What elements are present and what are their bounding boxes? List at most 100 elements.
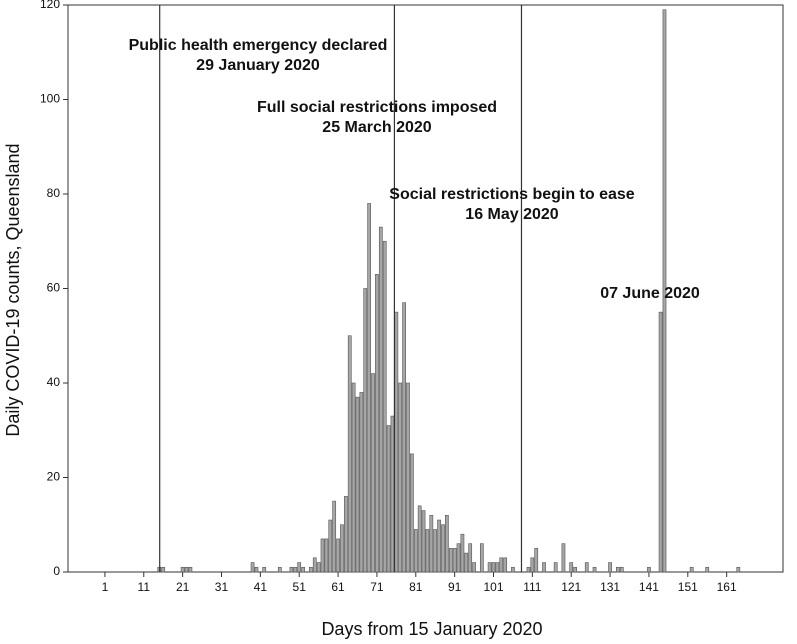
bar: [309, 566, 313, 573]
bar: [359, 392, 364, 573]
y-tick-label: 20: [47, 470, 61, 484]
bar: [569, 562, 574, 573]
x-tick-label: 111: [523, 580, 542, 594]
bar: [584, 562, 589, 573]
bar: [262, 566, 267, 573]
bar: [530, 557, 535, 573]
bar: [705, 566, 710, 573]
bar: [324, 538, 329, 573]
y-tick-label: 60: [47, 281, 61, 295]
bar: [429, 514, 434, 573]
bar: [526, 566, 531, 573]
y-tick-label: 100: [40, 92, 60, 106]
x-tick-label: 51: [293, 580, 307, 594]
annotation: 16 May 2020: [465, 206, 559, 223]
bar: [378, 226, 383, 573]
x-tick-label: 91: [448, 580, 462, 594]
bar: [316, 562, 321, 573]
bar: [406, 382, 410, 573]
bar: [456, 543, 461, 573]
bar: [445, 514, 449, 573]
bar: [367, 203, 372, 573]
annotation: Full social restrictions imposed: [257, 99, 497, 116]
bar: [553, 562, 558, 573]
bar: [336, 538, 340, 573]
bar: [382, 240, 387, 573]
bar: [413, 529, 418, 573]
x-tick-label: 161: [717, 580, 737, 594]
x-tick-label: 1: [102, 580, 109, 594]
bar: [250, 562, 255, 573]
annotation: 07 June 2020: [600, 285, 700, 302]
bar: [468, 543, 473, 573]
bar: [542, 562, 546, 573]
x-tick-label: 31: [215, 580, 229, 594]
annotation: 29 January 2020: [196, 57, 320, 74]
bar: [390, 415, 395, 573]
bar: [289, 566, 294, 573]
bar: [615, 566, 620, 573]
bar: [472, 562, 476, 573]
annotation: Public health emergency declared: [129, 37, 388, 54]
bar: [479, 543, 484, 573]
bar: [320, 538, 325, 573]
bar: [491, 562, 496, 573]
bar: [371, 373, 375, 573]
bar: [351, 382, 356, 573]
bar: [448, 548, 453, 573]
bar: [402, 302, 406, 573]
bar: [293, 566, 298, 573]
annotation: Social restrictions begin to ease: [389, 186, 635, 203]
bar: [312, 557, 317, 573]
bar: [511, 566, 515, 573]
annotation: 25 March 2020: [322, 119, 432, 136]
bar: [573, 566, 577, 573]
x-tick-label: 41: [254, 580, 268, 594]
x-tick-label: 141: [639, 580, 659, 594]
bar: [180, 566, 185, 573]
bar: [394, 311, 399, 573]
bar: [425, 529, 430, 573]
bar: [347, 335, 352, 573]
bar: [343, 496, 348, 573]
bar: [487, 562, 492, 573]
bar: [301, 566, 305, 573]
bar: [433, 529, 438, 573]
bar: [188, 566, 193, 573]
y-tick-label: 80: [47, 186, 61, 200]
bar: [340, 524, 344, 573]
bar: [464, 552, 469, 573]
x-tick-label: 131: [600, 580, 620, 594]
bar: [495, 562, 500, 573]
x-tick-label: 101: [483, 580, 503, 594]
bar: [452, 548, 457, 573]
bar: [328, 519, 333, 573]
bar: [254, 566, 259, 573]
x-tick-label: 21: [176, 580, 190, 594]
bar: [608, 562, 612, 573]
bar: [437, 519, 441, 573]
bar: [619, 566, 624, 573]
y-axis-label: Daily COVID-19 counts, Queensland: [3, 143, 23, 436]
bar: [398, 382, 403, 573]
bar: [417, 505, 422, 573]
bar: [363, 288, 368, 573]
bar: [355, 396, 360, 573]
x-tick-label: 11: [138, 580, 151, 594]
x-tick-label: 71: [370, 580, 384, 594]
bar: [592, 566, 597, 573]
bar: [503, 557, 508, 573]
bar: [647, 566, 651, 573]
bar: [297, 562, 302, 573]
y-tick-label: 40: [47, 375, 61, 389]
x-tick-label: 81: [409, 580, 423, 594]
bar: [534, 548, 539, 573]
y-tick-label: 0: [53, 564, 60, 578]
bar: [386, 425, 391, 573]
bar: [161, 566, 166, 573]
bar: [689, 566, 694, 573]
bar: [561, 543, 566, 573]
bar: [421, 510, 426, 573]
bar: [658, 311, 663, 573]
